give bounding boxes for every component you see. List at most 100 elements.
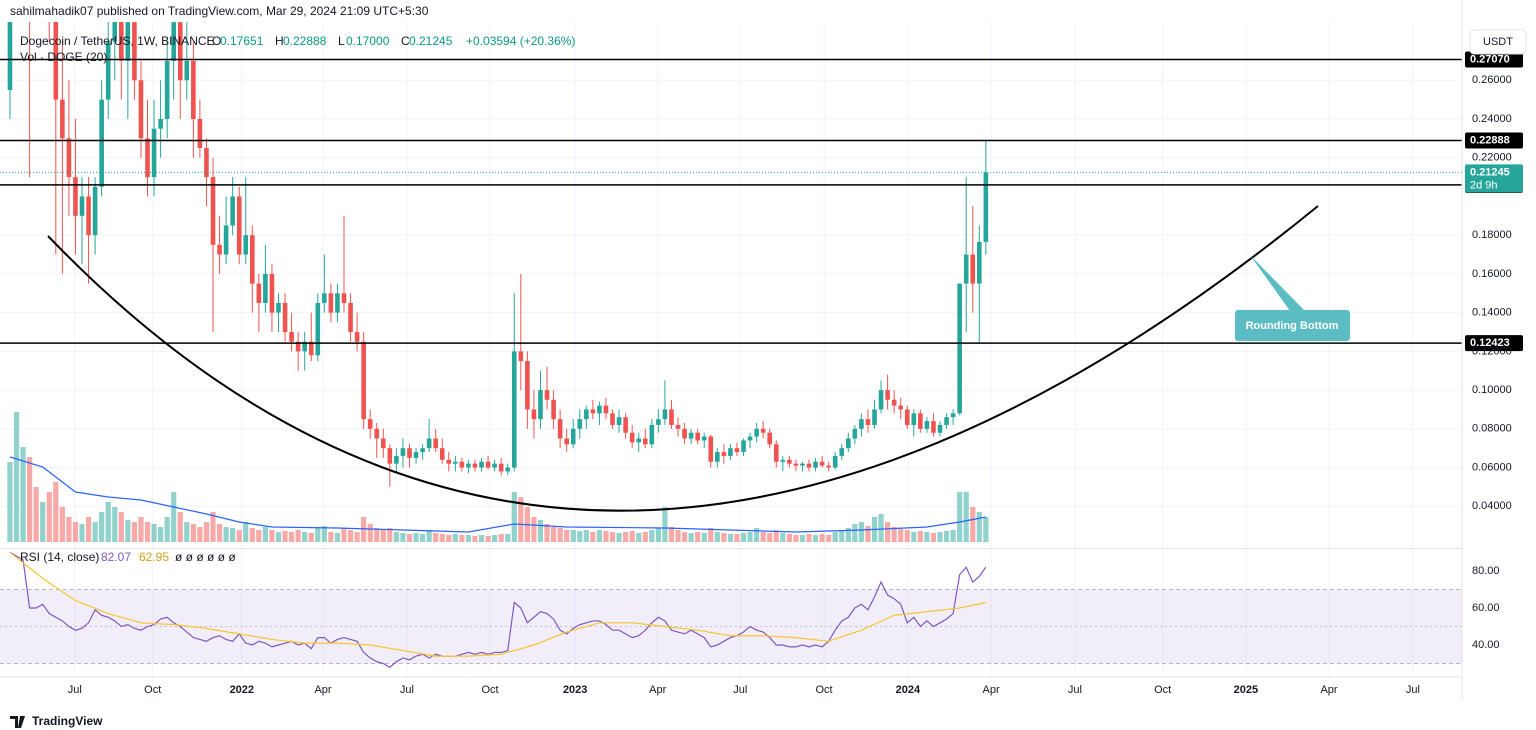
candle-body [315, 302, 321, 356]
volume-bar [190, 524, 196, 542]
last-price: 0.21245 [1470, 166, 1510, 178]
x-tick-label: Jul [733, 684, 747, 696]
volume-bar [740, 533, 747, 542]
candle-body [878, 390, 884, 410]
candle-body [970, 254, 976, 284]
volume-bar [629, 531, 635, 542]
candle-body [603, 405, 609, 414]
volume-bar [557, 528, 563, 542]
volume-bar [917, 531, 923, 542]
volume-bar [590, 532, 596, 542]
x-tick-label: Oct [816, 684, 833, 696]
volume-bar [701, 533, 707, 542]
candle-body [217, 244, 222, 255]
candle-body [439, 448, 445, 460]
candle-body [86, 196, 91, 236]
candle-body [721, 452, 727, 456]
volume-bar [433, 533, 439, 542]
volume-bar [924, 532, 930, 542]
volume-bar [623, 532, 629, 542]
ohlc-key: C [401, 34, 410, 48]
rsi-line [9, 551, 987, 668]
candle-body [361, 341, 366, 420]
level-label: 0.22888 [1470, 134, 1510, 146]
candle-body [983, 172, 989, 242]
ohlc-value: 0.17000 [346, 34, 390, 48]
candle-body [773, 444, 779, 462]
candle-body [289, 332, 294, 342]
currency-button[interactable] [1469, 29, 1527, 55]
candle-body [793, 463, 799, 466]
ohlc-value: 0.21245 [409, 34, 453, 48]
candle-body [335, 293, 340, 313]
volume-bar [66, 517, 72, 542]
volume-bar [184, 522, 190, 542]
candle-body [649, 424, 655, 445]
volume-bar [459, 535, 465, 542]
volume-bar [138, 517, 144, 542]
x-tick-label: Oct [481, 684, 498, 696]
x-tick-label: 2023 [563, 684, 587, 696]
ohlc-value: 0.22888 [283, 34, 327, 48]
candle-body [112, 22, 118, 42]
candle-body [937, 424, 943, 433]
x-tick-label: Jul [68, 684, 82, 696]
candle-body [538, 390, 543, 420]
candle-body [610, 413, 615, 425]
candle-body [7, 22, 13, 90]
candle-body [60, 99, 65, 139]
volume-bar [177, 512, 183, 542]
volume-bar [158, 527, 164, 542]
candle-body [367, 419, 373, 429]
volume-bar [511, 492, 517, 542]
candle-body [819, 461, 825, 466]
candle-body [852, 428, 858, 439]
level-label: 0.27070 [1470, 53, 1510, 65]
x-tick-label: Apr [314, 684, 331, 696]
currency[interactable]: USDT [1483, 36, 1513, 48]
volume-bar [793, 535, 799, 542]
volume-ma [9, 456, 986, 533]
candle-body [976, 241, 982, 284]
volume-bar [596, 530, 603, 542]
volume-bar [171, 492, 177, 542]
x-tick-label: 2025 [1234, 684, 1258, 696]
candle-body [426, 438, 432, 449]
level-label-bg [1465, 132, 1523, 149]
candle-body [348, 302, 353, 333]
volume-bar [839, 530, 845, 542]
candle-body [728, 448, 733, 456]
candle-body [256, 283, 262, 303]
volume-bar [144, 522, 151, 542]
volume-bar [131, 522, 138, 542]
volume-bar [963, 492, 969, 542]
candle-body [957, 283, 962, 414]
candle-body [158, 119, 163, 129]
candle-body [263, 273, 268, 303]
x-tick-label: 2024 [896, 684, 921, 696]
candle-body [191, 60, 196, 120]
candle-body [302, 341, 307, 352]
candle-body [459, 461, 465, 468]
candle-body [354, 332, 360, 342]
candle-body [466, 463, 471, 468]
rsi-title: RSI (14, close) [20, 550, 99, 564]
candle-body [132, 22, 137, 81]
candle-body [865, 419, 871, 425]
volume-bar [583, 530, 589, 542]
volume-bar [354, 532, 360, 542]
x-tick-label: Jul [1068, 684, 1082, 696]
rsi-band [0, 589, 1462, 664]
x-tick-label: Apr [1320, 684, 1337, 696]
rsi-value: 82.07 [101, 550, 131, 564]
volume-bar [203, 522, 210, 542]
candle-body [138, 80, 144, 139]
candle-body [747, 436, 753, 441]
candle-body [669, 409, 674, 425]
volume-bar [812, 535, 819, 542]
candle-body [846, 438, 851, 449]
volume-bar [53, 482, 59, 542]
candle-body [695, 432, 700, 441]
y-tick-label: 0.12000 [1472, 345, 1512, 357]
